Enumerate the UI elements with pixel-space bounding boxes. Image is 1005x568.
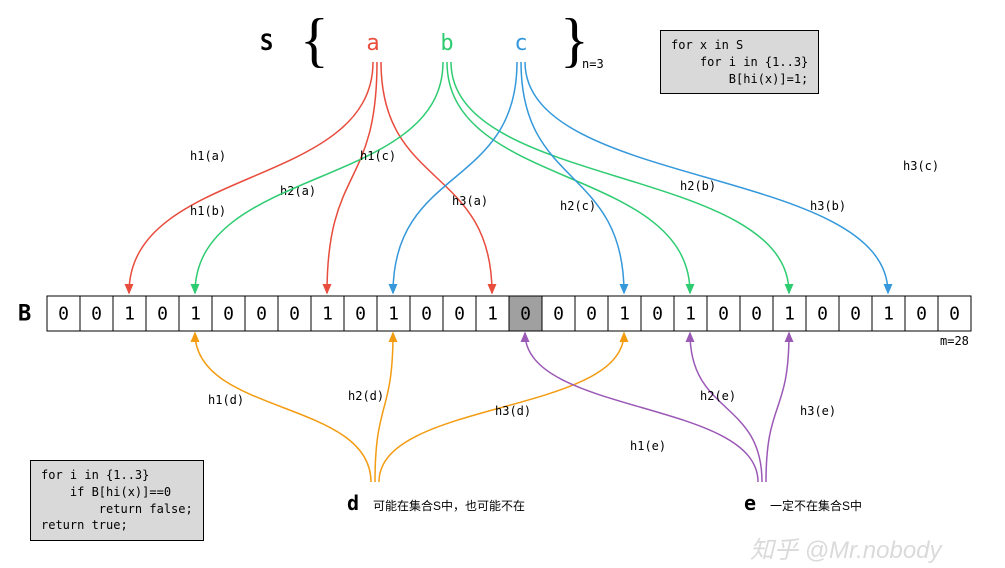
- bitarray-value: 0: [751, 304, 762, 325]
- bitarray-value: 1: [685, 304, 696, 325]
- hash-label: h3(c): [903, 159, 939, 173]
- bitarray-value: 0: [157, 304, 168, 325]
- hash-arrow: [525, 62, 888, 293]
- bitarray-value: 1: [784, 304, 795, 325]
- bitarray-value: 0: [454, 304, 465, 325]
- code-check-box: for i in {1..3} if B[hi(x)]==0 return fa…: [30, 460, 204, 541]
- bitarray-value: 0: [289, 304, 300, 325]
- hash-label: h3(a): [452, 194, 488, 208]
- query-caption-e: 一定不在集合S中: [770, 498, 862, 513]
- hash-arrow: [129, 62, 373, 293]
- bitarray-value: 0: [91, 304, 102, 325]
- hash-arrow: [195, 333, 371, 482]
- bitarray-value: 0: [553, 304, 564, 325]
- hash-arrow: [375, 333, 393, 482]
- bitarray-value: 0: [223, 304, 234, 325]
- set-label: S: [260, 31, 273, 56]
- hash-arrow: [451, 62, 789, 293]
- bitarray-value: 1: [124, 304, 135, 325]
- bitarray-value: 1: [190, 304, 201, 325]
- hash-label: h1(a): [190, 149, 226, 163]
- hash-label: h2(d): [348, 389, 384, 403]
- n-label: n=3: [582, 57, 604, 71]
- hash-arrow: [195, 62, 443, 293]
- query-label-d: d: [347, 491, 359, 515]
- watermark: 知乎 @Mr.nobody: [750, 530, 942, 565]
- bitarray-value: 0: [256, 304, 267, 325]
- query-caption-d: 可能在集合S中，也可能不在: [373, 498, 525, 513]
- bitarray-value: 0: [652, 304, 663, 325]
- hash-label: h3(e): [800, 404, 836, 418]
- hash-arrow: [525, 333, 758, 482]
- bitarray-value: 0: [949, 304, 960, 325]
- bitarray-value: 1: [388, 304, 399, 325]
- brace-left: {: [300, 7, 329, 73]
- bitarray-label: B: [18, 302, 31, 327]
- bitarray-value: 0: [850, 304, 861, 325]
- set-element-c: c: [514, 31, 527, 56]
- hash-label: h1(e): [630, 439, 666, 453]
- bitarray-value: 0: [916, 304, 927, 325]
- hash-arrow: [381, 62, 492, 293]
- bitarray-value: 0: [355, 304, 366, 325]
- code-insert-box: for x in S for i in {1..3} B[hi(x)]=1;: [660, 30, 819, 94]
- hash-label: h1(b): [190, 204, 226, 218]
- hash-label: h2(e): [700, 389, 736, 403]
- bitarray-value: 0: [520, 304, 531, 325]
- hash-label: h3(d): [495, 404, 531, 418]
- set-element-a: a: [366, 31, 379, 56]
- hash-arrow: [327, 62, 377, 293]
- hash-label: h3(b): [810, 199, 846, 213]
- query-label-e: e: [744, 491, 756, 515]
- hash-label: h2(c): [560, 199, 596, 213]
- bitarray-value: 0: [817, 304, 828, 325]
- bitarray-value: 0: [58, 304, 69, 325]
- bitarray-value: 0: [421, 304, 432, 325]
- bitarray-value: 0: [718, 304, 729, 325]
- hash-label: h1(d): [208, 393, 244, 407]
- hash-arrow: [447, 62, 690, 293]
- hash-label: h1(c): [360, 149, 396, 163]
- set-element-b: b: [440, 31, 453, 56]
- hash-label: h2(b): [680, 179, 716, 193]
- bitarray-value: 1: [619, 304, 630, 325]
- bitarray-value: 0: [586, 304, 597, 325]
- hash-arrow: [766, 333, 789, 482]
- m-label: m=28: [940, 334, 969, 348]
- bitarray-value: 1: [487, 304, 498, 325]
- bitarray-value: 1: [883, 304, 894, 325]
- bitarray-value: 1: [322, 304, 333, 325]
